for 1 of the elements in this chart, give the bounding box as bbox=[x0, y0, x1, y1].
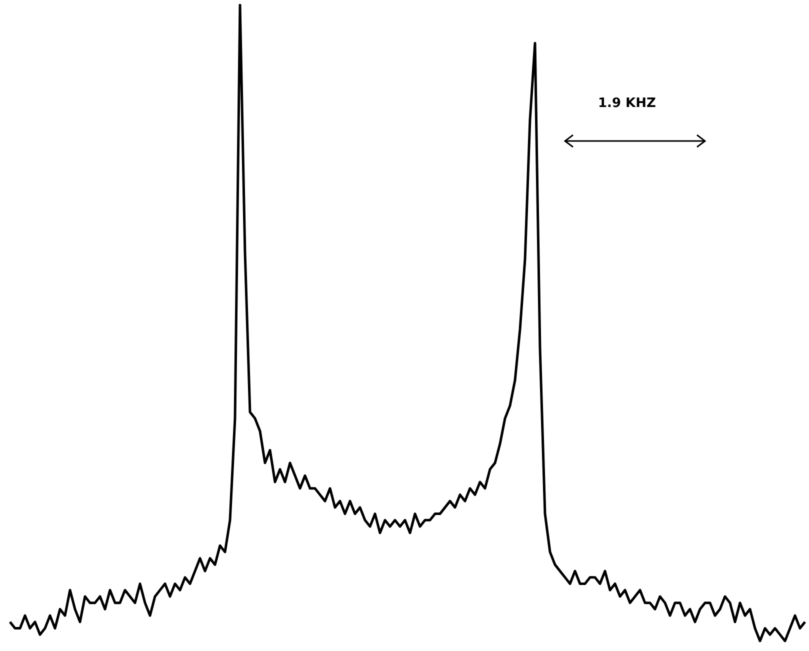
annotation: 1.9 KHZ bbox=[598, 96, 656, 111]
